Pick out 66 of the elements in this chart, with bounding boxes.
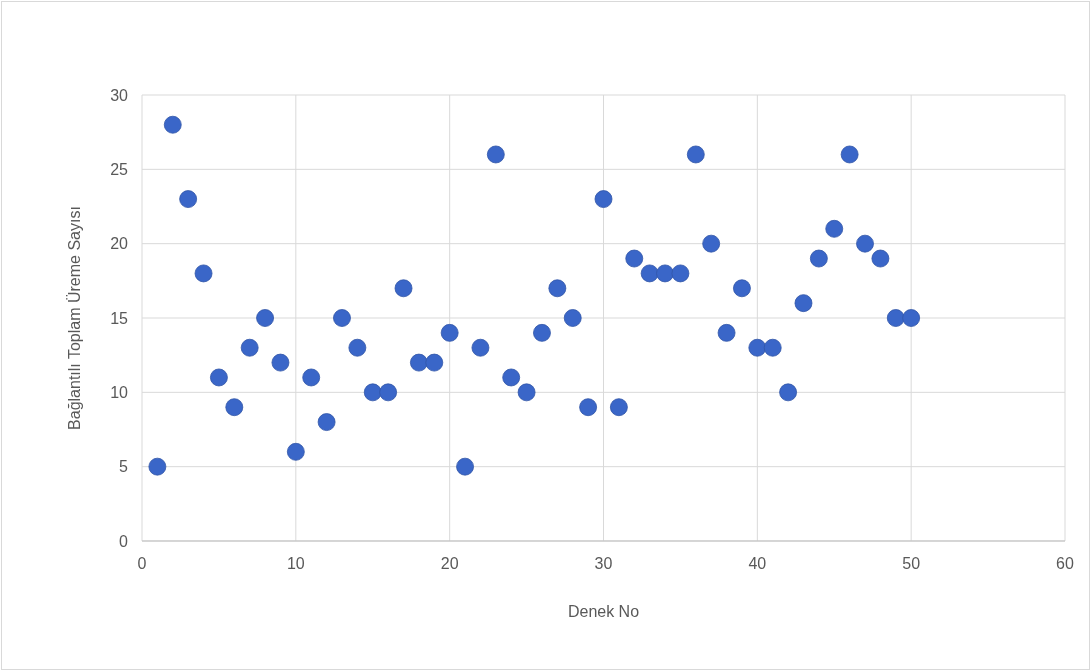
point: [686, 145, 705, 164]
point: [609, 398, 628, 417]
point: [163, 115, 182, 134]
point: [717, 323, 736, 342]
point: [256, 309, 274, 327]
point: [733, 279, 751, 298]
y-axis-title: Bağlantılı Toplam Üreme Sayısı: [66, 206, 83, 430]
point: [348, 338, 367, 357]
point: [456, 457, 474, 476]
point: [902, 309, 921, 327]
y-tick-label: 15: [110, 309, 129, 327]
point: [302, 368, 321, 387]
point: [625, 249, 644, 268]
point: [779, 383, 797, 402]
point: [763, 338, 782, 357]
point: [148, 457, 167, 476]
point: [517, 383, 536, 402]
point: [486, 145, 505, 164]
y-tick-label: 10: [110, 383, 129, 401]
point: [702, 234, 721, 253]
point: [809, 249, 828, 268]
y-tick-label: 0: [119, 532, 129, 550]
point: [286, 442, 305, 461]
point: [225, 398, 244, 417]
point: [394, 279, 413, 298]
x-axis-title: Denek No: [567, 603, 640, 620]
point: [471, 338, 490, 357]
point: [179, 190, 198, 208]
point: [748, 338, 767, 357]
x-tick-label: 50: [902, 555, 921, 572]
y-tick-label: 25: [110, 160, 129, 178]
y-tick-label: 30: [110, 86, 129, 104]
point: [425, 353, 444, 372]
y-tick-label: 5: [119, 458, 129, 476]
point: [240, 338, 259, 357]
x-tick-label: 20: [440, 555, 459, 572]
point: [656, 264, 674, 283]
point: [317, 413, 336, 431]
point: [333, 309, 351, 327]
point: [594, 190, 613, 208]
point: [671, 264, 690, 283]
point: [440, 323, 459, 342]
point: [548, 279, 567, 298]
point: [579, 398, 598, 417]
point: [840, 145, 859, 164]
point: [856, 234, 874, 253]
x-tick-label: 60: [1056, 555, 1074, 572]
x-tick-label: 30: [594, 555, 613, 572]
x-tick-label: 0: [137, 555, 147, 572]
point: [563, 309, 582, 327]
point: [194, 264, 213, 283]
point: [825, 219, 844, 238]
point: [886, 309, 905, 327]
y-tick-label: 20: [110, 235, 129, 253]
point: [363, 383, 382, 402]
x-tick-label: 40: [748, 555, 767, 572]
point: [533, 323, 551, 342]
point: [210, 368, 228, 387]
x-tick-label: 10: [286, 555, 305, 572]
point: [640, 264, 659, 283]
point: [502, 368, 521, 387]
point: [410, 353, 428, 372]
point: [271, 353, 290, 372]
point: [379, 383, 398, 402]
point: [871, 249, 890, 268]
point: [794, 294, 813, 313]
